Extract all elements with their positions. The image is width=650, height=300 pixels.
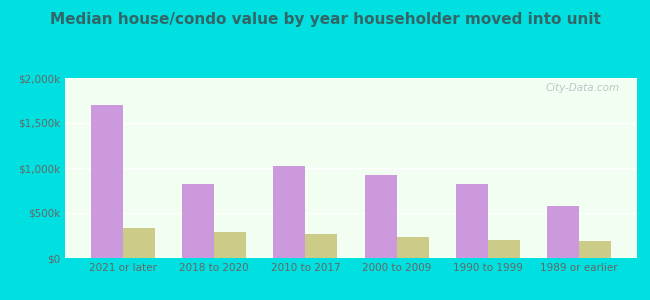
Bar (274, 166, 305, 258)
Bar (456, 184, 488, 258)
Bar (365, 175, 396, 258)
Bar (306, 234, 337, 258)
Bar (182, 184, 214, 258)
Bar (547, 206, 579, 258)
Text: Median house/condo value by year householder moved into unit: Median house/condo value by year househo… (49, 12, 601, 27)
Bar (396, 237, 428, 258)
Bar (123, 228, 155, 258)
Bar (214, 232, 246, 258)
Bar (488, 239, 520, 258)
Text: City-Data.com: City-Data.com (546, 83, 620, 93)
Bar (91, 105, 123, 258)
Bar (579, 241, 611, 258)
